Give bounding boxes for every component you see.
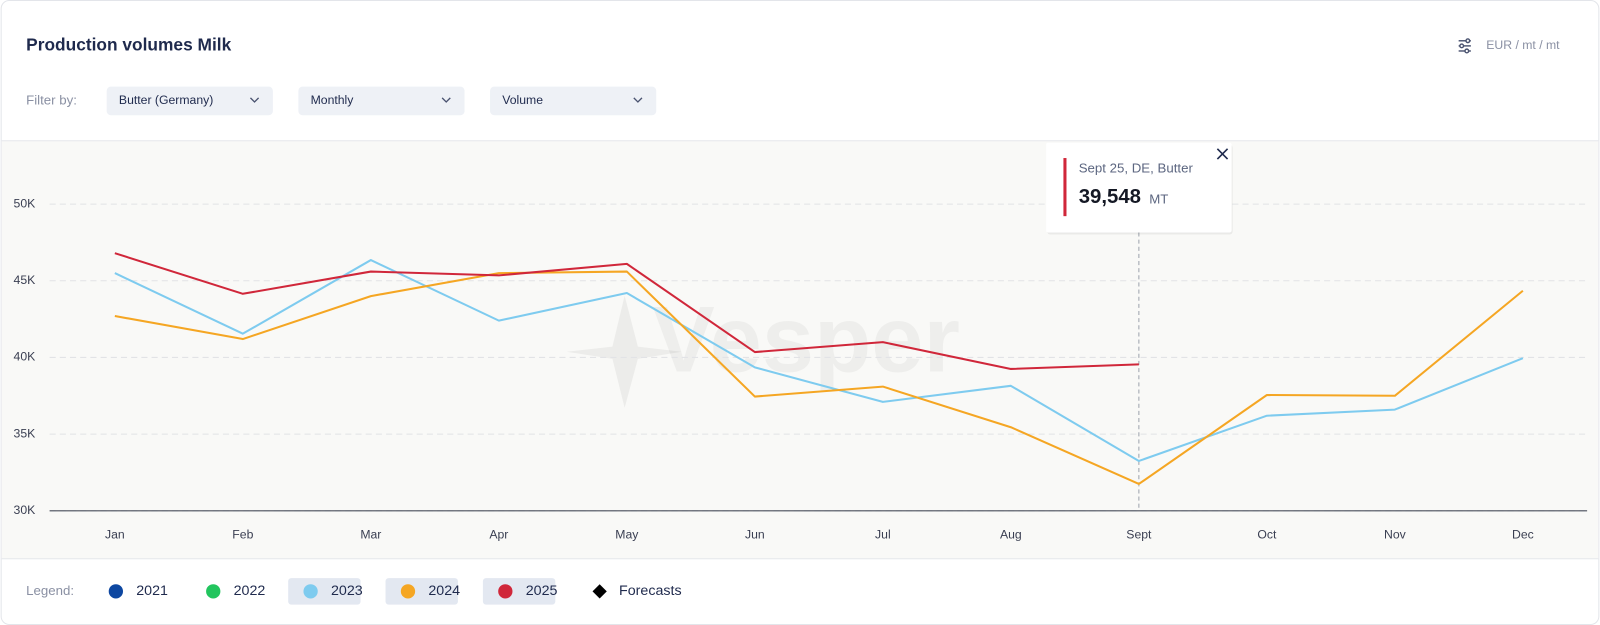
legend-text: 2022: [234, 583, 266, 599]
x-tick-label: Aug: [1000, 528, 1022, 542]
dropdown-label: Monthly: [311, 93, 355, 107]
legend-item[interactable]: 2021: [108, 583, 168, 599]
title: Production volumes Milk: [26, 34, 231, 54]
tooltip-accent: [1063, 158, 1067, 217]
x-tick-label: Jun: [745, 528, 765, 542]
legend-text: 2024: [428, 583, 460, 599]
x-tick-label: Mar: [360, 528, 381, 542]
tooltip-close[interactable]: [1216, 148, 1229, 160]
dropdown-label: Volume: [502, 93, 543, 107]
legend-item[interactable]: 2025: [482, 578, 558, 605]
y-tick-label: 35K: [14, 426, 37, 440]
x-tick-label: May: [615, 528, 639, 542]
dropdown-chevron: [633, 97, 643, 103]
tooltip-value: 39,548: [1079, 186, 1141, 208]
legend-text: 2025: [526, 583, 558, 599]
filter-label: Filter by:: [26, 92, 77, 107]
tooltip-title: Sept 25, DE, Butter: [1079, 161, 1194, 176]
dropdown-chevron: [441, 97, 451, 103]
x-tick-label: Oct: [1257, 528, 1277, 542]
legend-item[interactable]: 2023: [288, 578, 363, 605]
legend-text: 2023: [331, 583, 363, 599]
watermark-logo: [566, 295, 682, 408]
y-tick-label: 40K: [14, 350, 37, 364]
legend-swatch: [400, 584, 416, 599]
legend-text: Forecasts: [619, 583, 682, 599]
forecast-swatch: [592, 584, 607, 599]
watermark: Vesper: [652, 286, 960, 391]
x-tick-label: Jan: [105, 528, 125, 542]
dropdown[interactable]: [298, 86, 465, 116]
x-tick-label: Jul: [875, 528, 891, 542]
series-line: [114, 252, 1139, 370]
y-tick-label: 30K: [14, 503, 37, 517]
legend-text: 2021: [136, 583, 168, 599]
legend-highlight: [385, 578, 458, 605]
legend-label: Legend:: [26, 583, 74, 598]
tooltip-unit: MT: [1149, 191, 1168, 206]
x-tick-label: Feb: [232, 528, 253, 542]
legend-highlight: [482, 578, 556, 605]
units[interactable]: EUR / mt / mt: [1486, 38, 1560, 52]
x-tick-label: Apr: [489, 528, 508, 542]
legend-item[interactable]: 2022: [206, 583, 265, 599]
series-line: [114, 259, 1524, 462]
legend-swatch: [206, 584, 221, 599]
legend-item[interactable]: 2024: [385, 578, 461, 605]
dropdown-label: Butter (Germany): [119, 93, 213, 107]
legend-swatch: [108, 584, 124, 599]
legend-swatch: [303, 584, 318, 599]
x-tick-label: Sept: [1126, 528, 1152, 542]
dropdown-chevron: [249, 97, 260, 103]
dropdown[interactable]: [490, 86, 657, 116]
tooltip: [1046, 142, 1232, 233]
legend-highlight: [288, 578, 361, 605]
y-tick-label: 45K: [14, 273, 37, 287]
legend-swatch: [498, 584, 513, 599]
x-tick-label: Dec: [1512, 528, 1534, 542]
dropdown[interactable]: [106, 86, 273, 116]
y-tick-label: 50K: [14, 196, 37, 210]
x-tick-label: Nov: [1384, 528, 1407, 542]
settings-icon[interactable]: [1458, 38, 1471, 54]
plot-background: [1, 140, 1599, 559]
series-line: [114, 270, 1524, 485]
